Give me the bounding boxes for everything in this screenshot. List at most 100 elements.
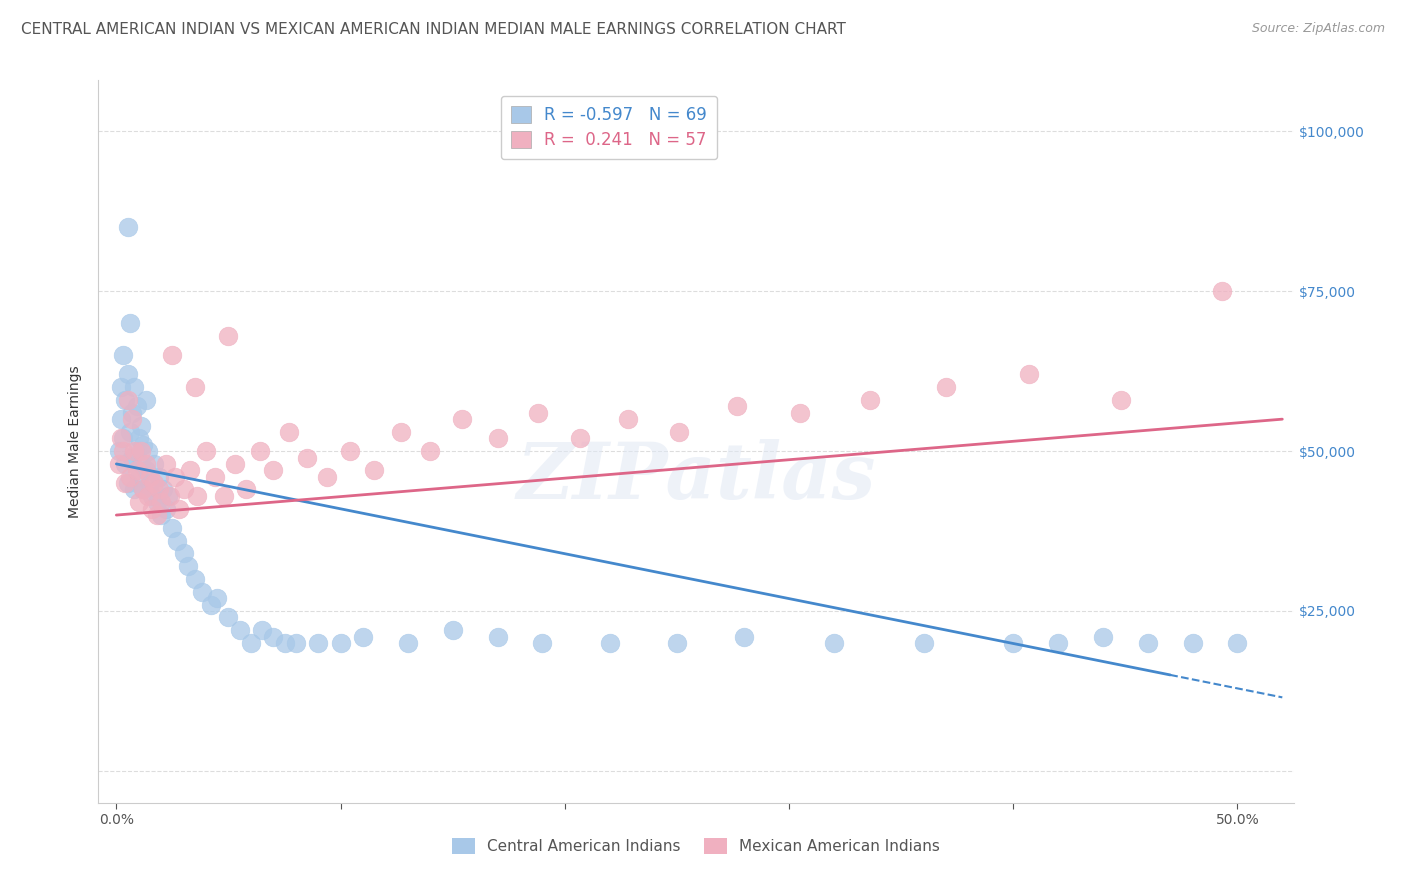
Point <box>284 636 307 650</box>
Point <box>114 392 136 407</box>
Point <box>114 457 136 471</box>
Point <box>179 463 201 477</box>
Point <box>441 623 464 637</box>
Point <box>200 598 222 612</box>
Point <box>162 348 184 362</box>
Y-axis label: Median Male Earnings: Median Male Earnings <box>69 365 83 518</box>
Point <box>1018 368 1040 382</box>
Point <box>118 316 141 330</box>
Point <box>156 489 179 503</box>
Point <box>1002 636 1025 650</box>
Point <box>128 431 150 445</box>
Point <box>190 584 212 599</box>
Point <box>112 444 135 458</box>
Point <box>112 348 135 362</box>
Point <box>307 636 329 650</box>
Point <box>569 431 592 445</box>
Point <box>155 501 177 516</box>
Point <box>117 220 139 235</box>
Point <box>134 457 156 471</box>
Point <box>329 636 352 650</box>
Legend: Central American Indians, Mexican American Indians: Central American Indians, Mexican Americ… <box>446 832 946 860</box>
Point <box>139 469 162 483</box>
Point <box>204 469 226 483</box>
Point <box>531 636 554 650</box>
Point <box>129 418 152 433</box>
Point <box>935 380 957 394</box>
Point <box>128 469 150 483</box>
Point <box>1091 630 1114 644</box>
Point <box>139 476 162 491</box>
Point <box>124 483 146 497</box>
Point <box>278 425 301 439</box>
Point <box>162 521 184 535</box>
Point <box>129 457 152 471</box>
Point <box>152 483 174 497</box>
Point <box>128 495 150 509</box>
Point <box>121 412 143 426</box>
Point <box>1226 636 1249 650</box>
Point <box>262 630 284 644</box>
Point <box>110 431 132 445</box>
Point <box>224 457 246 471</box>
Point <box>665 636 688 650</box>
Point <box>148 469 170 483</box>
Point <box>121 406 143 420</box>
Point <box>141 489 163 503</box>
Point <box>186 489 208 503</box>
Point <box>262 463 284 477</box>
Point <box>250 623 273 637</box>
Point <box>155 457 177 471</box>
Point <box>450 412 472 426</box>
Point <box>733 630 755 644</box>
Point <box>177 559 200 574</box>
Point <box>389 425 412 439</box>
Point <box>125 400 148 414</box>
Point <box>143 476 166 491</box>
Point <box>132 483 155 497</box>
Text: ZIPatlas: ZIPatlas <box>516 440 876 516</box>
Point <box>184 572 207 586</box>
Point <box>124 444 146 458</box>
Point <box>249 444 271 458</box>
Point <box>117 392 139 407</box>
Point <box>419 444 441 458</box>
Point <box>150 508 173 522</box>
Point <box>363 463 385 477</box>
Point <box>163 469 186 483</box>
Point <box>235 483 257 497</box>
Point <box>159 489 181 503</box>
Point <box>125 444 148 458</box>
Point <box>166 533 188 548</box>
Point <box>173 546 195 560</box>
Point <box>110 412 132 426</box>
Text: CENTRAL AMERICAN INDIAN VS MEXICAN AMERICAN INDIAN MEDIAN MALE EARNINGS CORRELAT: CENTRAL AMERICAN INDIAN VS MEXICAN AMERI… <box>21 22 846 37</box>
Point <box>527 406 550 420</box>
Point <box>316 469 339 483</box>
Point <box>217 329 239 343</box>
Point <box>141 501 163 516</box>
Text: Source: ZipAtlas.com: Source: ZipAtlas.com <box>1251 22 1385 36</box>
Point <box>727 400 749 414</box>
Point <box>273 636 295 650</box>
Point <box>132 483 155 497</box>
Point <box>339 444 361 458</box>
Point <box>184 380 207 394</box>
Point <box>124 380 146 394</box>
Point <box>118 469 141 483</box>
Point <box>217 610 239 624</box>
Point <box>129 444 152 458</box>
Point <box>107 444 129 458</box>
Point <box>212 489 235 503</box>
Point <box>143 457 166 471</box>
Point <box>599 636 621 650</box>
Point <box>352 630 374 644</box>
Point <box>136 489 159 503</box>
Point <box>486 630 509 644</box>
Point <box>228 623 250 637</box>
Point <box>148 483 170 497</box>
Point <box>134 463 156 477</box>
Point <box>112 431 135 445</box>
Point <box>114 476 136 491</box>
Point <box>136 444 159 458</box>
